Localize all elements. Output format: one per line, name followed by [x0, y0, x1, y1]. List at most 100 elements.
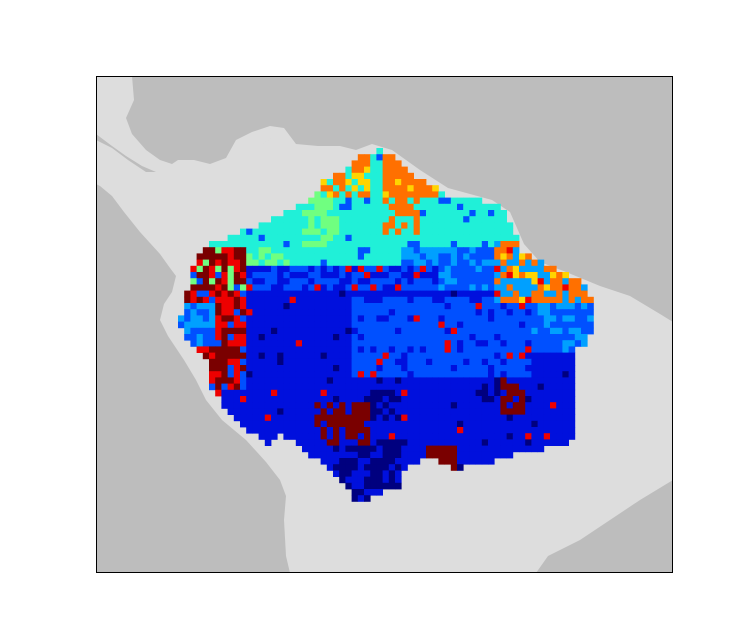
raster-cell-red — [227, 253, 235, 260]
raster-cell-blue — [326, 315, 334, 322]
raster-cell-medium-blue — [457, 352, 464, 360]
raster-cell-medium-blue — [444, 352, 452, 360]
raster-cell-orange — [401, 222, 408, 229]
raster-cell-cyan — [271, 222, 278, 229]
raster-cell-cyan — [283, 228, 290, 236]
raster-cell-blue — [345, 303, 352, 310]
raster-cell-blue — [277, 327, 284, 335]
raster-cell-blue — [277, 296, 284, 304]
raster-cell-green — [333, 228, 340, 236]
raster-cell-navy — [395, 464, 402, 471]
raster-cell-red — [388, 433, 396, 440]
raster-cell-blue — [438, 315, 445, 322]
raster-cell-navy — [481, 396, 489, 403]
raster-cell-blue — [475, 377, 483, 384]
raster-cell-medium-blue — [407, 303, 414, 310]
raster-cell-cyan — [450, 228, 458, 236]
raster-cell-blue — [444, 408, 452, 415]
raster-cell-red — [227, 296, 235, 304]
raster-cell-orange — [345, 191, 352, 198]
raster-cell-blue — [537, 358, 545, 366]
raster-cell-orange — [395, 160, 402, 167]
raster-cell-cyan — [469, 222, 476, 229]
raster-cell-medium-blue — [438, 253, 445, 260]
raster-cell-blue — [525, 445, 532, 453]
raster-cell-maroon — [432, 451, 439, 459]
raster-cell-blue — [550, 408, 557, 415]
raster-cell-medium-blue — [537, 346, 545, 353]
raster-cell-medium-blue — [357, 253, 365, 260]
raster-cell-blue — [463, 383, 470, 391]
raster-cell-medium-blue — [351, 365, 359, 372]
raster-cell-cyan — [345, 210, 352, 217]
raster-cell-blue — [295, 315, 303, 322]
raster-cell-orange — [512, 241, 520, 248]
raster-cell-orange — [382, 185, 390, 192]
raster-cell-cyan — [302, 247, 309, 254]
raster-cell-blue — [556, 358, 563, 366]
raster-cell-navy — [345, 470, 352, 477]
raster-cell-medium-blue — [556, 340, 563, 347]
raster-cell-medium-blue — [351, 309, 359, 316]
raster-cell-blue — [314, 290, 321, 298]
raster-cell-medium-blue — [556, 321, 563, 329]
raster-cell-medium-blue — [376, 321, 383, 329]
raster-cell-blue — [525, 420, 532, 428]
raster-cell-blue — [537, 365, 545, 372]
raster-cell-maroon — [333, 427, 340, 434]
raster-cell-medium-blue — [202, 315, 210, 322]
raster-cell-blue — [314, 340, 321, 347]
raster-cell-cyan — [271, 216, 278, 223]
raster-cell-blue — [314, 377, 321, 384]
raster-cell-navy — [333, 464, 340, 471]
raster-cell-azure — [512, 253, 520, 260]
raster-cell-maroon — [221, 327, 228, 335]
raster-cell-cyan — [481, 216, 489, 223]
raster-cell-medium-blue — [432, 365, 439, 372]
raster-cell-maroon — [221, 259, 228, 267]
raster-cell-medium-blue — [395, 334, 402, 341]
raster-cell-orange — [500, 247, 507, 254]
raster-cell-blue — [438, 396, 445, 403]
raster-cell-blue — [339, 284, 346, 291]
raster-cell-medium-blue — [550, 321, 557, 329]
raster-cell-medium-blue — [450, 309, 458, 316]
raster-cell-medium-blue — [413, 241, 421, 248]
raster-cell-medium-blue — [388, 278, 396, 285]
raster-cell-cyan — [252, 253, 259, 260]
raster-cell-medium-blue — [196, 327, 204, 335]
raster-cell-maroon — [240, 352, 247, 360]
raster-cell-blue — [326, 396, 334, 403]
raster-cell-maroon — [202, 253, 210, 260]
raster-cell-navy — [339, 464, 346, 471]
raster-cell-orange — [556, 278, 563, 285]
raster-cell-medium-blue — [364, 346, 371, 353]
raster-cell-blue — [469, 296, 476, 304]
raster-cell-blue — [531, 371, 538, 378]
raster-cell-blue — [444, 439, 452, 446]
raster-cell-navy — [388, 408, 396, 415]
raster-cell-blue — [388, 464, 396, 471]
raster-cell-cyan — [395, 259, 402, 267]
raster-cell-cyan — [370, 234, 377, 242]
raster-cell-blue — [525, 414, 532, 422]
raster-cell-medium-blue — [475, 315, 483, 322]
raster-cell-blue — [289, 272, 297, 279]
raster-cell-cyan — [463, 197, 470, 205]
raster-cell-blue — [450, 414, 458, 422]
raster-cell-orange — [339, 179, 346, 186]
raster-cell-blue — [339, 352, 346, 360]
raster-cell-maroon — [215, 253, 222, 260]
raster-cell-medium-blue — [469, 346, 476, 353]
raster-cell-yellow — [512, 265, 520, 273]
raster-cell-medium-blue — [457, 259, 464, 267]
raster-cell-blue — [562, 352, 569, 360]
raster-cell-medium-blue — [351, 334, 359, 341]
raster-cell-blue — [370, 433, 377, 440]
raster-cell-blue — [308, 352, 315, 360]
raster-cell-cyan — [500, 228, 507, 236]
raster-cell-orange — [494, 278, 501, 285]
raster-cell-cyan — [295, 241, 303, 248]
raster-cell-cyan — [351, 234, 359, 242]
raster-cell-medium-blue — [537, 340, 545, 347]
